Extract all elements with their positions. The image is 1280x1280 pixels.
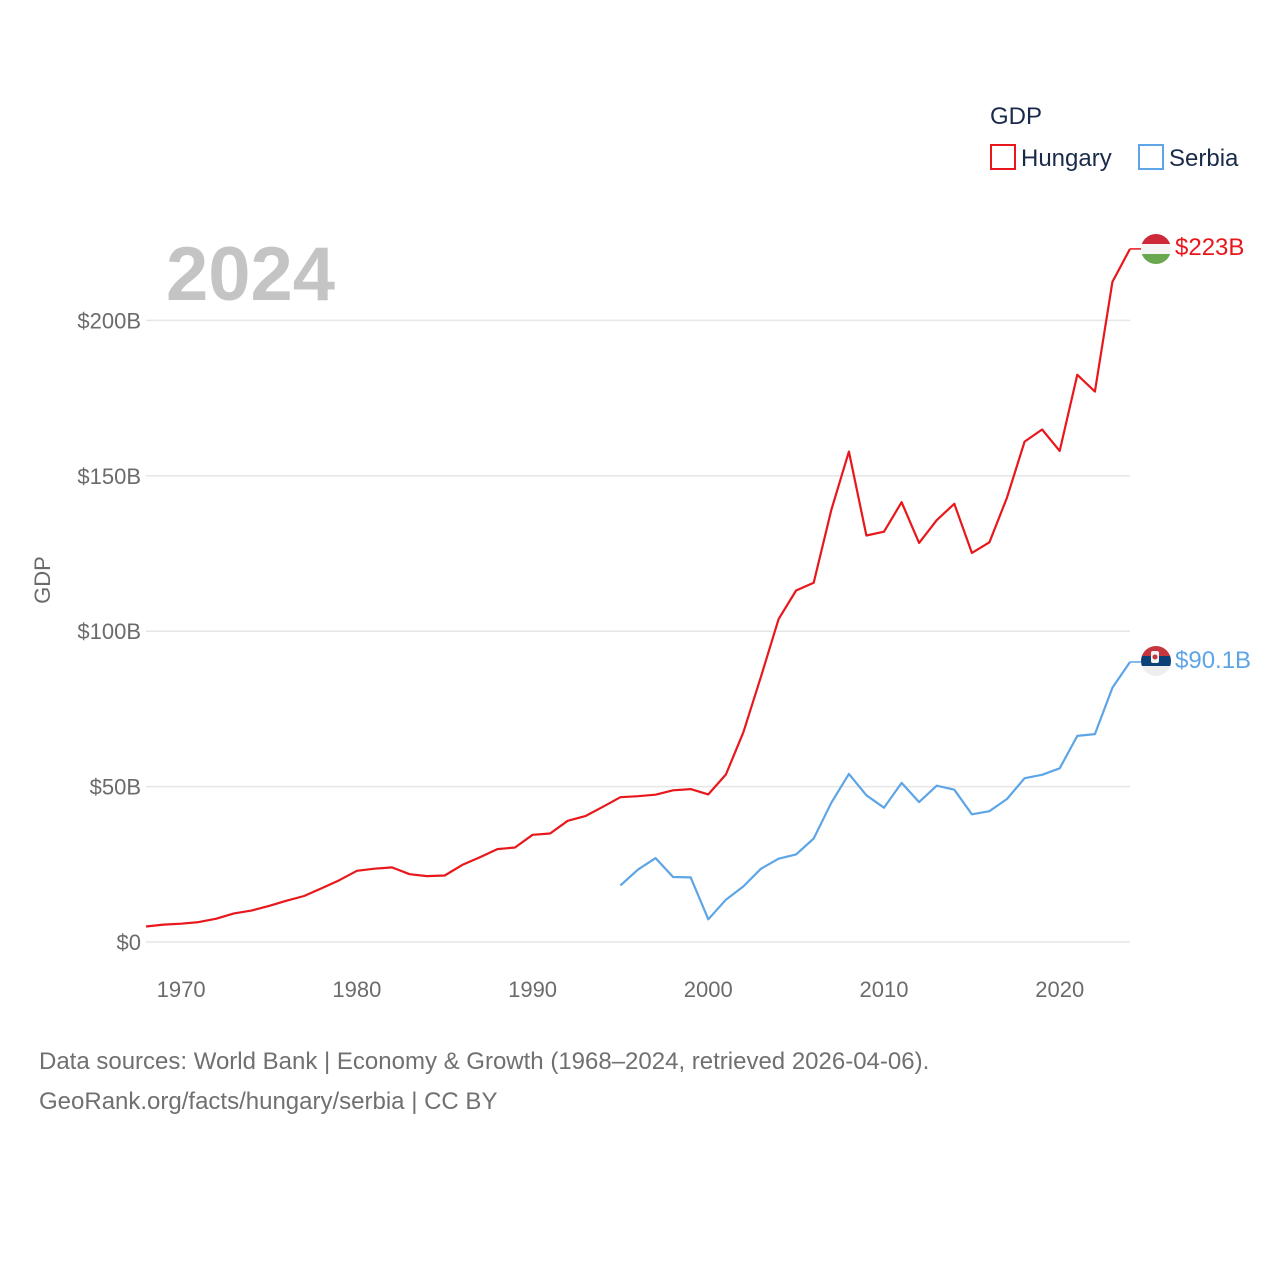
- x-tick-label: 1980: [332, 977, 381, 1002]
- legend-swatch-serbia: [1138, 144, 1164, 170]
- x-tick-label: 2010: [860, 977, 909, 1002]
- footer-credit: GeoRank.org/facts/hungary/serbia | CC BY: [39, 1088, 498, 1115]
- legend-title: GDP: [990, 103, 1042, 130]
- series-lines: [145, 248, 1131, 928]
- hungary-flag-icon: [1141, 234, 1171, 264]
- year-label: 2024: [166, 232, 335, 317]
- legend-label-hungary: Hungary: [1021, 145, 1112, 172]
- series-line-serbia: [619, 661, 1131, 921]
- y-tick-label: $50B: [90, 775, 141, 800]
- y-tick-label: $100B: [77, 619, 141, 644]
- series-line-hungary: [145, 248, 1131, 928]
- x-tick-label: 2000: [684, 977, 733, 1002]
- x-axis-ticks: 1970 1980 1990 2000 2010 2020: [157, 977, 1085, 1002]
- x-tick-label: 2020: [1035, 977, 1084, 1002]
- x-tick-label: 1970: [157, 977, 206, 1002]
- legend-label-serbia: Serbia: [1169, 145, 1239, 172]
- legend-item-serbia[interactable]: Serbia: [1138, 144, 1239, 172]
- serbia-flag-icon: [1141, 646, 1171, 676]
- legend-item-hungary[interactable]: Hungary: [990, 144, 1112, 172]
- y-axis-label: GDP: [30, 556, 55, 604]
- y-tick-label: $200B: [77, 308, 141, 333]
- end-label-serbia: $90.1B: [1175, 647, 1251, 674]
- gdp-line-chart: $0 $50B $100B $150B $200B 1970 1980 1990 2000 20…: [30, 103, 1251, 1002]
- gridlines: [146, 319, 1130, 943]
- footer-source: Data sources: World Bank | Economy & Gro…: [39, 1048, 930, 1075]
- x-tick-label: 1990: [508, 977, 557, 1002]
- legend-swatch-hungary: [990, 144, 1016, 170]
- y-tick-label: $150B: [77, 464, 141, 489]
- y-axis-ticks: $0 $50B $100B $150B $200B: [77, 308, 141, 955]
- end-label-hungary: $223B: [1175, 234, 1244, 261]
- y-tick-label: $0: [117, 930, 141, 955]
- series-end-markers: [1130, 248, 1141, 663]
- footer: Data sources: World Bank | Economy & Gro…: [39, 1042, 929, 1122]
